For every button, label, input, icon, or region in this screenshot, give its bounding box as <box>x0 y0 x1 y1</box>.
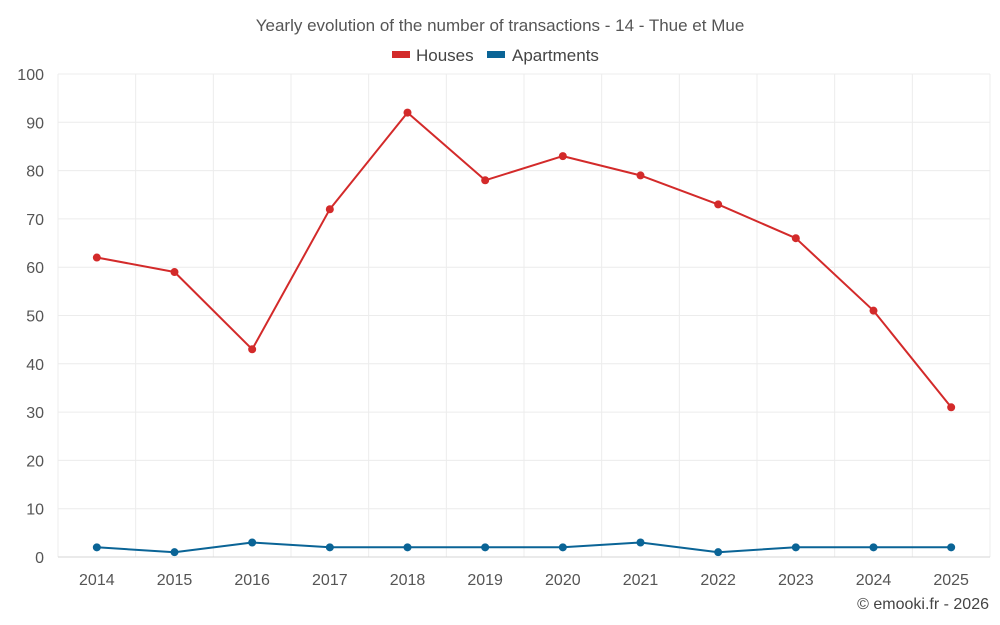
data-point-apartments[interactable] <box>558 543 567 552</box>
data-point-apartments[interactable] <box>92 543 101 552</box>
data-point-houses[interactable] <box>92 253 101 262</box>
legend-item-houses[interactable]: Houses <box>392 46 474 65</box>
series-houses <box>92 108 956 412</box>
series-line-apartments <box>96 541 952 554</box>
data-point-houses[interactable] <box>481 176 490 185</box>
legend-label-houses: Houses <box>416 46 474 65</box>
y-tick-label: 60 <box>26 260 44 277</box>
x-tick-label: 2018 <box>390 572 426 589</box>
x-tick-label: 2024 <box>856 572 892 589</box>
x-tick-label: 2015 <box>157 572 193 589</box>
credit-label: © emooki.fr - 2026 <box>857 596 989 613</box>
x-tick-label: 2023 <box>778 572 814 589</box>
data-point-houses[interactable] <box>869 306 878 315</box>
legend-swatch-houses <box>392 51 410 58</box>
series-layer <box>92 108 956 557</box>
x-tick-label: 2021 <box>623 572 659 589</box>
legend-label-apartments: Apartments <box>512 46 599 65</box>
x-tick-label: 2014 <box>79 572 115 589</box>
data-point-houses[interactable] <box>947 403 956 412</box>
data-point-houses[interactable] <box>558 152 567 161</box>
legend-swatch-apartments <box>487 51 505 58</box>
data-point-houses[interactable] <box>170 268 179 277</box>
data-point-apartments[interactable] <box>248 538 257 547</box>
y-tick-label: 80 <box>26 164 44 181</box>
y-tick-label: 20 <box>26 453 44 470</box>
data-point-houses[interactable] <box>714 200 723 209</box>
x-axis-ticks: 2014 2015 2016 2017 2018 2019 2020 2021 2022 2023… <box>79 572 969 589</box>
data-point-apartments[interactable] <box>481 543 490 552</box>
data-point-apartments[interactable] <box>170 548 179 557</box>
chart-title: Yearly evolution of the number of transa… <box>256 16 745 35</box>
y-tick-label: 0 <box>35 550 44 567</box>
data-point-apartments[interactable] <box>791 543 800 552</box>
x-tick-label: 2022 <box>700 572 736 589</box>
y-tick-label: 50 <box>26 309 44 326</box>
series-line-houses <box>96 111 952 408</box>
data-point-houses[interactable] <box>403 108 412 117</box>
y-tick-label: 70 <box>26 212 44 229</box>
x-tick-label: 2019 <box>467 572 503 589</box>
data-point-houses[interactable] <box>325 205 334 214</box>
data-point-apartments[interactable] <box>403 543 412 552</box>
data-point-houses[interactable] <box>248 345 257 354</box>
y-tick-label: 10 <box>26 502 44 519</box>
x-tick-label: 2025 <box>933 572 969 589</box>
x-tick-label: 2020 <box>545 572 581 589</box>
data-point-apartments[interactable] <box>636 538 645 547</box>
y-tick-label: 100 <box>17 67 44 84</box>
data-point-apartments[interactable] <box>714 548 723 557</box>
data-point-houses[interactable] <box>636 171 645 180</box>
data-point-apartments[interactable] <box>947 543 956 552</box>
legend-item-apartments[interactable]: Apartments <box>487 46 599 65</box>
legend: Houses Apartments <box>392 46 599 65</box>
x-tick-label: 2017 <box>312 572 348 589</box>
data-point-apartments[interactable] <box>869 543 878 552</box>
x-tick-label: 2016 <box>234 572 270 589</box>
data-point-houses[interactable] <box>791 234 800 243</box>
y-tick-label: 40 <box>26 357 44 374</box>
series-apartments <box>92 538 956 557</box>
y-axis-ticks: 0 10 20 30 40 50 60 70 80 90 100 <box>17 67 44 567</box>
data-point-apartments[interactable] <box>325 543 334 552</box>
y-tick-label: 30 <box>26 405 44 422</box>
y-tick-label: 90 <box>26 115 44 132</box>
